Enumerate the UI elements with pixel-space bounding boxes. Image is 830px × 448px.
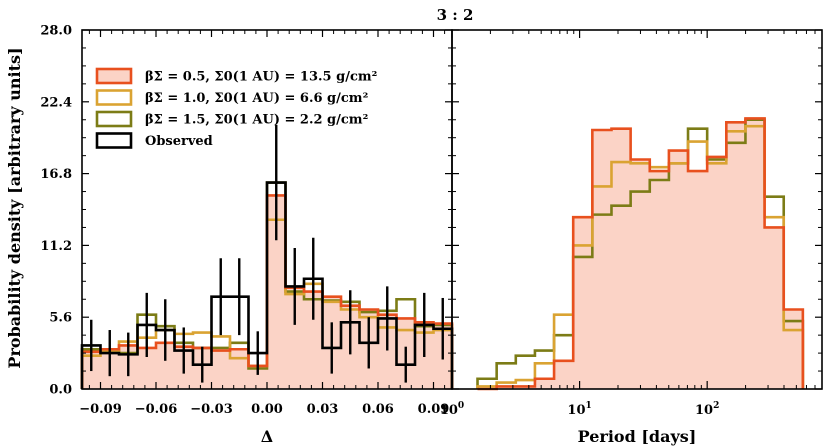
- right-x-axis-label: Period [days]: [578, 427, 697, 446]
- left-x-tick-label: 0.03: [307, 402, 339, 417]
- left-x-tick-label: −0.06: [135, 402, 178, 417]
- left-x-tick-label: 0.00: [251, 402, 283, 417]
- right-s1-line: [477, 117, 805, 391]
- y-tick-label: 5.6: [49, 311, 72, 326]
- right-s2-line: [476, 124, 805, 389]
- legend-label-s2: βΣ = 1.0, Σ0(1 AU) = 6.6 g/cm²: [145, 91, 368, 106]
- axes-layer: 0.0 5.6 11.2 16.8 22.4 28.0 −0.09 −0.06 −0.03 0.0…: [40, 24, 823, 418]
- y-tick-label: 16.8: [40, 167, 72, 182]
- y-tick-label: 28.0: [40, 24, 72, 39]
- y-axis-label: Probability density [arbitrary units]: [5, 47, 24, 368]
- left-x-axis-label: Δ: [261, 427, 273, 446]
- chart-title: 3 : 2: [437, 6, 474, 24]
- legend-swatch-s3: [95, 110, 133, 128]
- left-x-tick-label: −0.03: [190, 402, 233, 417]
- left-observed-line: [80, 181, 454, 389]
- y-tick-label: 11.2: [40, 239, 72, 254]
- left-x-tick-label: 0.09: [418, 402, 450, 417]
- legend-label-s1: βΣ = 0.5, Σ0(1 AU) = 13.5 g/cm²: [145, 70, 377, 85]
- right-panel: [476, 117, 805, 391]
- legend-swatch-s2: [95, 89, 133, 106]
- right-x-tick-label: 101: [567, 401, 591, 418]
- y-tick-label: 22.4: [40, 95, 72, 110]
- left-x-tick-label: −0.09: [79, 402, 122, 417]
- right-x-tick-label: 102: [695, 401, 719, 418]
- right-s1-fill: [477, 118, 803, 389]
- legend-swatch-s1: [95, 67, 133, 85]
- legend: βΣ = 0.5, Σ0(1 AU) = 13.5 g/cm² βΣ = 1.0,…: [95, 67, 377, 149]
- left-x-tick-label: 0.06: [362, 402, 394, 417]
- left-panel: [80, 124, 454, 389]
- legend-swatch-observed: [95, 132, 133, 149]
- legend-label-observed: Observed: [145, 134, 213, 149]
- right-x-tick-label: 100: [440, 401, 464, 418]
- y-tick-label: 0.0: [49, 383, 72, 398]
- legend-label-s3: βΣ = 1.5, Σ0(1 AU) = 2.2 g/cm²: [145, 113, 368, 128]
